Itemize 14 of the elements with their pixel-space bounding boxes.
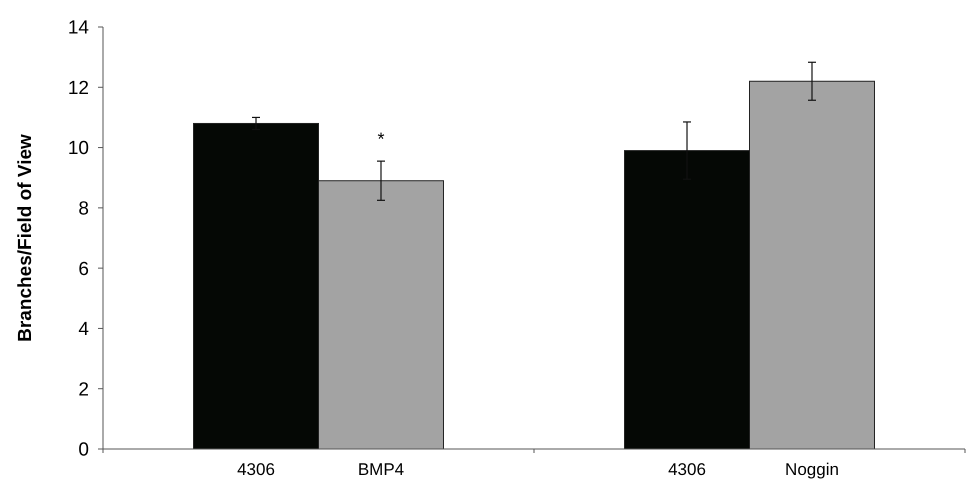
y-tick-label: 6 (78, 258, 89, 280)
x-tick-label: 4306 (237, 460, 275, 479)
x-tick-label: Noggin (785, 460, 839, 479)
y-axis-title: Branches/Field of View (15, 134, 36, 342)
y-tick-label: 14 (68, 18, 90, 39)
x-tick-label: 4306 (668, 460, 706, 479)
y-tick-label: 4 (78, 319, 90, 340)
y-tick-label: 8 (78, 198, 89, 220)
y-tick-label: 0 (78, 440, 89, 461)
x-tick-label: BMP4 (358, 460, 404, 479)
y-tick-label: 12 (68, 78, 89, 99)
annotation: * (377, 129, 385, 150)
y-tick-label: 2 (78, 379, 89, 400)
y-tick-label: 10 (68, 138, 89, 160)
